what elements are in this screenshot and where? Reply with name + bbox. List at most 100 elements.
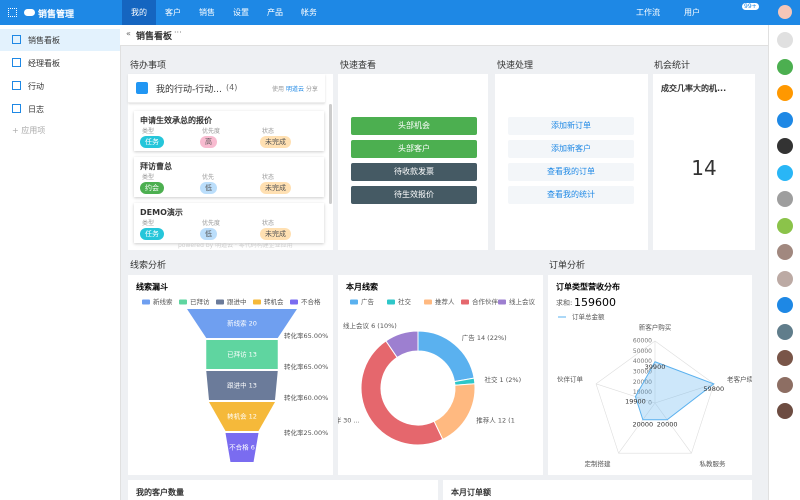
radar-axis-label: 新客户购买 [639, 322, 672, 331]
legend-label: 转机会 [264, 297, 284, 306]
todo-card-title[interactable]: 我的行动-行动... [156, 85, 222, 95]
nav-tab[interactable]: 我的 [122, 0, 156, 25]
quick-view-button[interactable]: 头部机会 [351, 117, 477, 135]
sidebar-label: 经理看板 [28, 59, 60, 68]
avatar[interactable] [778, 5, 792, 19]
radar-axis [654, 402, 692, 454]
funnel-label: 新线索 20 [227, 319, 257, 328]
todo-item-title: 拜访曹总 [140, 162, 172, 171]
slice-label: 合作伙伴 30 ... [338, 416, 360, 425]
orders-card: 本月订单额 [443, 480, 752, 500]
page-title: 销售看板 [136, 32, 173, 42]
field-tag: 约会 [140, 182, 164, 194]
opportunity-card: 成交几率大的机... 14 [653, 74, 755, 250]
page-header: « 销售看板 ··· [120, 25, 768, 46]
funnel-stage [209, 402, 275, 431]
quick-action-button[interactable]: 查看我的统计 [508, 186, 634, 204]
rail-icon[interactable] [777, 58, 793, 75]
slice-label: 线上会议 6 (10%) [343, 321, 397, 330]
todo-item[interactable]: 申请生效承总的报价 类型 任务 优先度高 状态 未完成 [134, 111, 324, 151]
sidebar-item[interactable]: 经理看板 [0, 52, 120, 74]
sidebar-item[interactable]: 日志 [0, 98, 120, 120]
rail-icon[interactable] [777, 138, 793, 154]
radar-value-label: 19900 [625, 398, 646, 406]
radar-value-label: 59800 [703, 385, 724, 393]
quick-view-button[interactable]: 待生效报价 [351, 186, 477, 204]
share-prefix: 使用 [272, 86, 285, 93]
nav-tab[interactable]: 销售 [199, 8, 215, 17]
add-label: 应用项 [21, 126, 46, 135]
section-title: 订单分析 [549, 261, 586, 271]
app-name[interactable]: 销售管理 [38, 10, 75, 20]
right-rail [768, 25, 800, 500]
nav-tab[interactable]: 产品 [267, 8, 283, 17]
legend-label: 订单总金额 [572, 312, 605, 321]
legend-label: 广告 [361, 297, 375, 306]
quick-action-button[interactable]: 添加新订单 [508, 117, 634, 135]
rail-icon[interactable] [777, 297, 793, 313]
sidebar-item[interactable]: 行动 [0, 75, 120, 97]
apps-icon[interactable] [8, 8, 17, 17]
nav-tab[interactable]: 设置 [233, 8, 249, 17]
legend-swatch [424, 299, 432, 305]
stage-value: 13 [249, 382, 257, 390]
scrollbar[interactable] [329, 104, 332, 204]
rail-icon[interactable] [777, 32, 793, 48]
sum-value: 159600 [574, 296, 616, 309]
rail-icon[interactable] [777, 244, 793, 260]
field-tag: 未完成 [260, 182, 291, 194]
slice-label: 广告 14 (22%) [462, 333, 507, 342]
donut-slice [385, 330, 419, 359]
rail-icon[interactable] [777, 323, 793, 340]
rail-icon[interactable] [777, 376, 793, 393]
radar-tick-label: 40000 [633, 358, 652, 365]
quick-view-button[interactable]: 头部客户 [351, 140, 477, 158]
todo-item-title: 申请生效承总的报价 [140, 116, 212, 125]
rail-icon[interactable] [777, 85, 793, 101]
stage-value: 13 [249, 351, 257, 359]
field-label: 状态 [262, 128, 275, 135]
sidebar-icon [12, 58, 21, 67]
users[interactable]: 用户 [684, 8, 700, 17]
todo-item[interactable]: 拜访曹总 类型 约会 优先低 状态 未完成 [134, 157, 324, 197]
quick-action-button[interactable]: 查看我的订单 [508, 163, 634, 181]
workflow[interactable]: 工作流 [636, 8, 660, 17]
legend-swatch [387, 299, 395, 305]
share[interactable]: 使用 明道云 分享 [272, 84, 318, 93]
collapse-icon[interactable]: « [126, 29, 131, 38]
sidebar: 销售看板经理看板行动 日志 + 应用项 [0, 25, 121, 500]
rail-icon[interactable] [777, 403, 793, 419]
radar-tick-label: 10000 [633, 389, 652, 396]
funnel-label: 转机会 12 [227, 412, 257, 421]
more-icon[interactable]: ··· [174, 28, 182, 37]
field-label: 优先度 [202, 128, 221, 135]
rail-icon[interactable] [777, 217, 793, 234]
rail-icon[interactable] [777, 111, 793, 128]
field-tag: 未完成 [260, 136, 291, 148]
radar-axis [654, 383, 715, 404]
card-title: 订单类型营收分布 [556, 282, 620, 292]
stage-name: 跟进中 [227, 381, 247, 390]
nav-tab[interactable]: 客户 [165, 8, 181, 17]
legend-label: 推荐人 [435, 297, 455, 306]
radar-axis-label: 老客户续约 [727, 375, 752, 384]
todo-item[interactable]: DEMO演示 类型 任务 优先度低 状态 未完成 [134, 203, 324, 243]
field-label: 优先 [202, 174, 215, 181]
rail-icon[interactable] [777, 270, 793, 287]
donut-slice [433, 383, 476, 441]
legend-label: 合作伙伴 [472, 297, 499, 306]
legend-swatch [498, 299, 506, 305]
sidebar-item[interactable]: 销售看板 [0, 29, 120, 51]
card-title: 本月线索 [345, 282, 378, 292]
radar-tick-label: 0 [648, 400, 652, 407]
quick-action-button[interactable]: 添加新客户 [508, 140, 634, 158]
nav-tab[interactable]: 帐务 [301, 8, 317, 17]
rail-icon[interactable] [777, 350, 793, 366]
field-tag: 任务 [140, 228, 164, 240]
rail-icon[interactable] [777, 164, 793, 181]
customers-card: 我的客户数量 [128, 480, 438, 500]
quick-actions-card: 添加新订单添加新客户查看我的订单 查看我的统计 [495, 74, 648, 250]
quick-view-button[interactable]: 待收款发票 [351, 163, 477, 181]
rail-icon[interactable] [777, 191, 793, 207]
sidebar-add[interactable]: + 应用项 [12, 126, 46, 135]
